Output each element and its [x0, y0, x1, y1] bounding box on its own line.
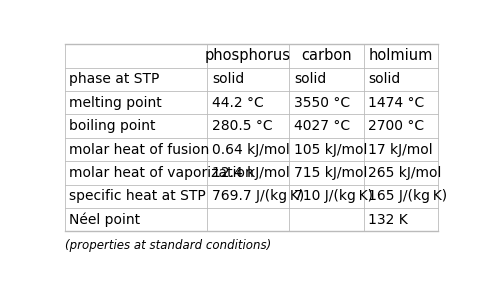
- Text: molar heat of fusion: molar heat of fusion: [69, 142, 209, 156]
- Text: molar heat of vaporization: molar heat of vaporization: [69, 166, 254, 180]
- Text: 132 K: 132 K: [368, 213, 408, 227]
- Text: (properties at standard conditions): (properties at standard conditions): [65, 239, 272, 252]
- Text: boiling point: boiling point: [69, 119, 156, 133]
- Text: 769.7 J/(kg K): 769.7 J/(kg K): [212, 189, 304, 203]
- Text: 0.64 kJ/mol: 0.64 kJ/mol: [212, 142, 290, 156]
- Text: 3550 °C: 3550 °C: [294, 96, 350, 110]
- Text: 12.4 kJ/mol: 12.4 kJ/mol: [212, 166, 290, 180]
- Text: 17 kJ/mol: 17 kJ/mol: [368, 142, 433, 156]
- Text: solid: solid: [212, 72, 244, 86]
- Text: 265 kJ/mol: 265 kJ/mol: [368, 166, 442, 180]
- Text: 165 J/(kg K): 165 J/(kg K): [368, 189, 448, 203]
- Text: 105 kJ/mol: 105 kJ/mol: [294, 142, 367, 156]
- Text: 715 kJ/mol: 715 kJ/mol: [294, 166, 367, 180]
- Text: solid: solid: [294, 72, 326, 86]
- Text: holmium: holmium: [369, 48, 433, 63]
- Text: phosphorus: phosphorus: [205, 48, 291, 63]
- Text: 1474 °C: 1474 °C: [368, 96, 425, 110]
- Text: 710 J/(kg K): 710 J/(kg K): [294, 189, 373, 203]
- Text: carbon: carbon: [301, 48, 352, 63]
- Text: 2700 °C: 2700 °C: [368, 119, 425, 133]
- Text: phase at STP: phase at STP: [69, 72, 160, 86]
- Text: 280.5 °C: 280.5 °C: [212, 119, 273, 133]
- Text: Néel point: Néel point: [69, 212, 140, 227]
- Text: 44.2 °C: 44.2 °C: [212, 96, 264, 110]
- Text: melting point: melting point: [69, 96, 162, 110]
- Text: solid: solid: [368, 72, 401, 86]
- Text: 4027 °C: 4027 °C: [294, 119, 350, 133]
- Text: specific heat at STP: specific heat at STP: [69, 189, 206, 203]
